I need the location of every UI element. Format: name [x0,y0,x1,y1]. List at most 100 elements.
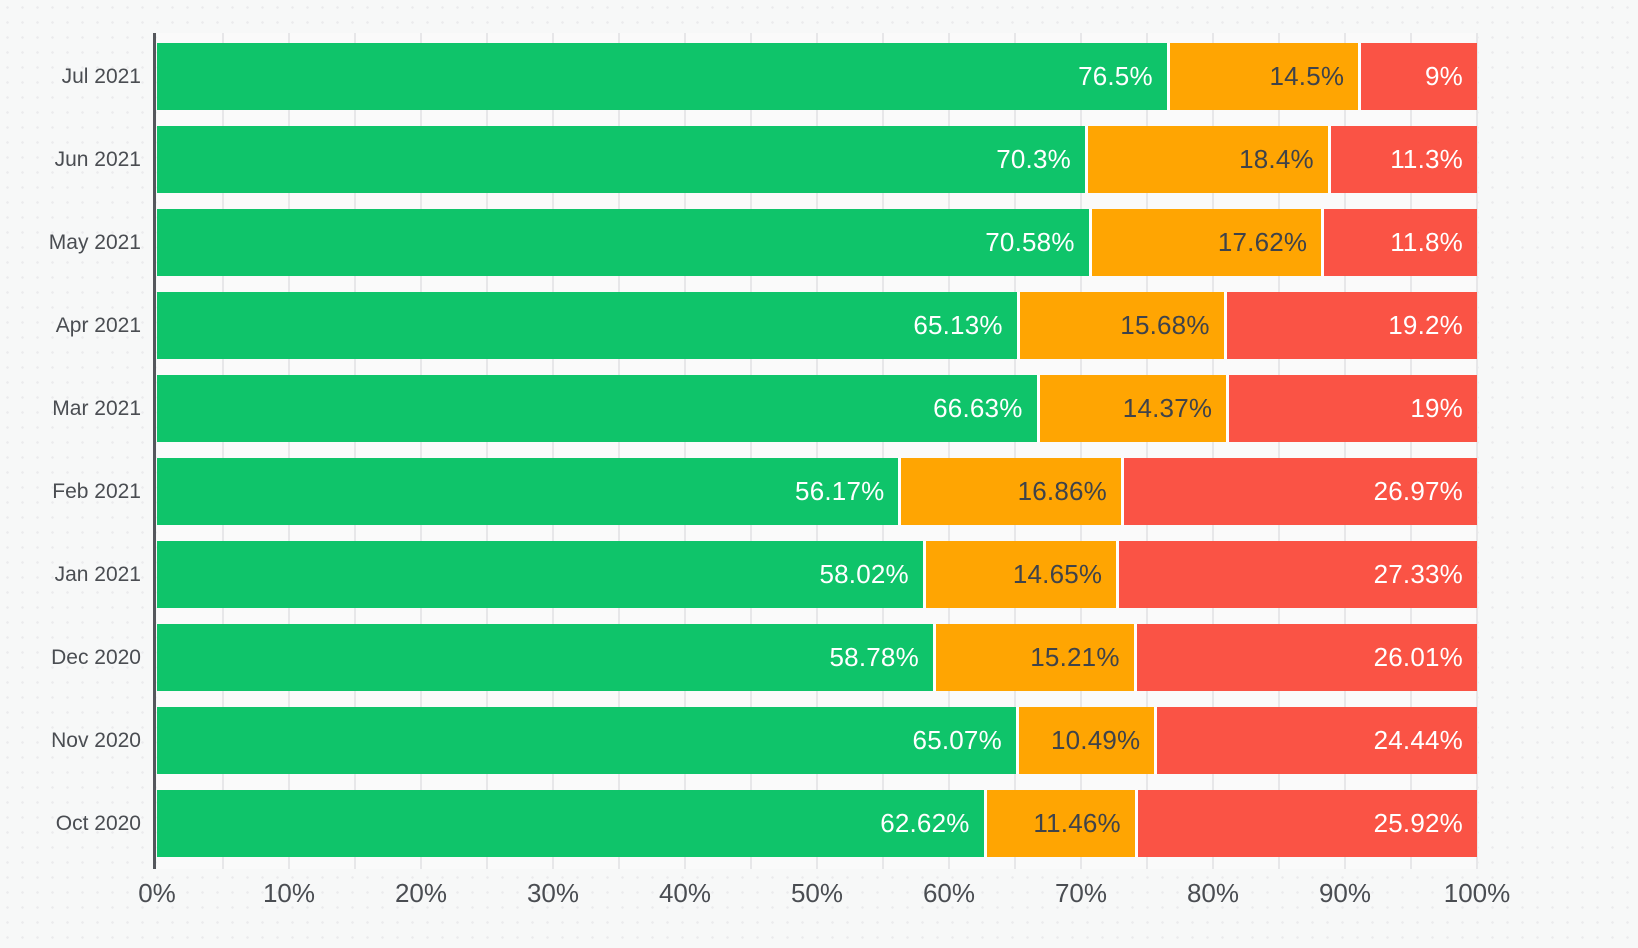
bar-value-label: 56.17% [795,476,885,506]
bar-row: 56.17% 16.86% 26.97% [157,458,1477,525]
bar-row: 65.07% 10.49% 24.44% [157,707,1477,774]
x-tick-label: 100% [1443,878,1511,908]
x-tick-label: 70% [1054,878,1108,908]
bar-segment-green[interactable]: 70.3% [157,126,1085,193]
gridline [1476,33,1478,869]
bar-value-label: 65.07% [912,725,1002,755]
x-tick-label: 10% [262,878,316,908]
x-tick-label: 60% [922,878,976,908]
plot-area: 76.5% 14.5% 9% 70.3% 18.4% 11.3% 70.58% 17.62% 1… [157,33,1478,869]
bar-value-label: 11.46% [1033,808,1121,838]
bar-value-label: 26.01% [1373,642,1463,672]
gridline [948,33,950,869]
bar-segment-orange[interactable]: 18.4% [1084,126,1328,193]
bar-segment-orange[interactable]: 14.37% [1036,375,1227,442]
bar-value-label: 58.02% [819,559,909,589]
bar-segment-red[interactable]: 24.44% [1154,707,1477,774]
gridline [750,33,752,869]
bar-segment-red[interactable]: 19% [1226,375,1477,442]
gridline [1344,33,1346,869]
gridline [552,33,554,869]
category-label: Apr 2021 [55,314,141,337]
bar-segment-red[interactable]: 27.33% [1116,541,1477,608]
bar-segment-red[interactable]: 26.01% [1133,624,1477,691]
bar-value-label: 9% [1425,61,1463,91]
bar-segment-orange[interactable]: 11.46% [983,790,1135,857]
category-label: Dec 2020 [51,646,141,669]
bar-value-label: 66.63% [933,393,1023,423]
category-label: May 2021 [48,231,141,254]
bar-value-label: 15.21% [1030,642,1120,672]
bar-segment-red[interactable]: 11.8% [1321,209,1477,276]
bar-segment-orange[interactable]: 16.86% [898,458,1121,525]
category-label: Oct 2020 [55,812,141,835]
bar-value-label: 62.62% [880,808,970,838]
gridline [420,33,422,869]
gridline [1410,33,1412,869]
y-axis-line [153,33,156,869]
gridline [1212,33,1214,869]
bar-segment-red[interactable]: 26.97% [1120,458,1477,525]
bar-value-label: 19% [1410,393,1463,423]
bar-segment-orange[interactable]: 17.62% [1088,209,1322,276]
bar-segment-orange[interactable]: 15.68% [1016,292,1224,359]
bar-segment-green[interactable]: 58.02% [157,541,923,608]
bar-segment-green[interactable]: 65.13% [157,292,1017,359]
bar-segment-green[interactable]: 76.5% [157,43,1167,110]
bar-row: 66.63% 14.37% 19% [157,375,1477,442]
bar-segment-green[interactable]: 70.58% [157,209,1089,276]
bar-value-label: 14.65% [1012,559,1103,589]
bar-segment-green[interactable]: 56.17% [157,458,899,525]
bar-value-label: 58.78% [829,642,919,672]
gridline [618,33,620,869]
bar-row: 62.62% 11.46% 25.92% [157,790,1477,857]
bar-value-label: 26.97% [1373,476,1463,506]
bar-value-label: 11.8% [1390,227,1463,257]
bar-segment-green[interactable]: 66.63% [157,375,1037,442]
gridline [1278,33,1280,869]
x-tick-label: 40% [658,878,712,908]
bar-row: 58.78% 15.21% 26.01% [157,624,1477,691]
bar-segment-orange[interactable]: 14.65% [922,541,1117,608]
bar-segment-red[interactable]: 11.3% [1327,126,1477,193]
bar-value-label: 17.62% [1217,227,1308,257]
bar-segment-green[interactable]: 58.78% [157,624,933,691]
x-tick-label: 80% [1186,878,1240,908]
bar-row: 70.58% 17.62% 11.8% [157,209,1477,276]
bar-segment-red[interactable]: 9% [1358,43,1477,110]
bar-value-label: 16.86% [1017,476,1107,506]
x-tick-label: 20% [394,878,448,908]
bar-value-label: 14.5% [1269,61,1345,91]
bar-value-label: 11.3% [1390,144,1463,174]
x-tick-label: 50% [790,878,844,908]
category-label: Nov 2020 [51,729,141,752]
bar-value-label: 70.3% [996,144,1071,174]
bar-segment-red[interactable]: 19.2% [1223,292,1477,359]
bar-segment-orange[interactable]: 10.49% [1015,707,1155,774]
gridline [486,33,488,869]
bar-row: 70.3% 18.4% 11.3% [157,126,1477,193]
gridline [882,33,884,869]
gridline [288,33,290,869]
bar-segment-red[interactable]: 25.92% [1134,790,1477,857]
gridline [1080,33,1082,869]
bar-row: 58.02% 14.65% 27.33% [157,541,1477,608]
bar-value-label: 10.49% [1050,725,1141,755]
category-label: Jan 2021 [54,563,141,586]
x-axis-labels: 0% 10% 20% 30% 40% 50% 60% 70% 80% 90% 100% [138,878,1510,920]
gridline [222,33,224,869]
bar-value-label: 25.92% [1373,808,1463,838]
bar-value-label: 19.2% [1388,310,1463,340]
x-tick-label: 30% [526,878,580,908]
bar-value-label: 24.44% [1373,725,1463,755]
gridline [354,33,356,869]
bar-segment-orange[interactable]: 14.5% [1166,43,1359,110]
category-label: Feb 2021 [52,480,141,503]
bar-segment-green[interactable]: 62.62% [157,790,984,857]
bar-value-label: 70.58% [985,227,1075,257]
bar-segment-orange[interactable]: 15.21% [932,624,1134,691]
bar-segment-green[interactable]: 65.07% [157,707,1016,774]
category-label: Jul 2021 [61,65,141,88]
bar-value-label: 65.13% [913,310,1003,340]
bar-value-label: 18.4% [1239,144,1314,174]
